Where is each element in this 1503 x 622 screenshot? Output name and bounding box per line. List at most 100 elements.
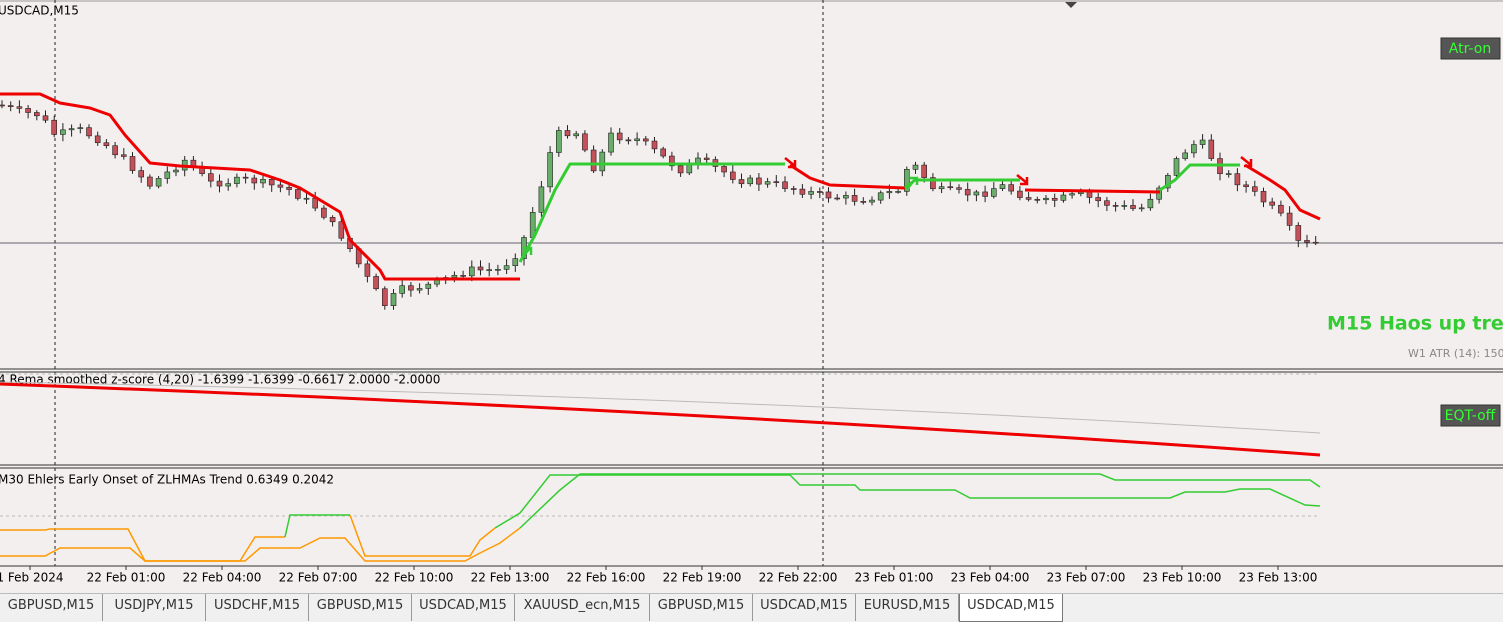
candle-body xyxy=(138,170,144,178)
symbol-label: USDCAD,M15 xyxy=(0,4,79,18)
atr-label: W1 ATR (14): 150 xyxy=(1408,347,1503,360)
trend-line-green xyxy=(284,514,350,538)
candle-body xyxy=(416,288,423,291)
down-trend xyxy=(0,92,520,281)
buy-arrow xyxy=(907,176,919,189)
zscore-line xyxy=(0,382,1321,457)
symbol-tab[interactable]: XAUUSD_ecn,M15 xyxy=(515,594,650,621)
time-label: 22 Feb 10:00 xyxy=(375,571,454,585)
candle-body xyxy=(1225,173,1232,175)
up-trend xyxy=(1159,163,1240,192)
candle-body xyxy=(468,266,475,277)
candle-body xyxy=(121,154,127,157)
candle-body xyxy=(225,183,231,187)
candle-body xyxy=(1130,205,1136,209)
time-label: 23 Feb 01:00 xyxy=(855,571,934,585)
time-label: 23 Feb 07:00 xyxy=(1047,571,1126,585)
candle-body xyxy=(0,104,5,107)
trend-line-green xyxy=(519,473,1321,529)
candle-body xyxy=(1156,187,1162,200)
eqt-button[interactable] xyxy=(1440,404,1501,427)
candle-body xyxy=(1104,200,1110,206)
time-label: 22 Feb 13:00 xyxy=(471,571,550,585)
candle-body xyxy=(651,140,658,150)
trend-label: M15 Haos up tre xyxy=(1327,313,1503,335)
candle-body xyxy=(1234,173,1241,186)
symbol-tab[interactable]: USDCAD,M15 xyxy=(412,594,515,621)
symbol-tab[interactable]: GBPUSD,M15 xyxy=(309,594,412,621)
candle-body xyxy=(903,169,910,192)
candle-body xyxy=(251,177,258,184)
candle-body xyxy=(1199,139,1206,145)
candle-body xyxy=(1086,191,1093,198)
trend-line-orange xyxy=(0,527,521,562)
candle-body xyxy=(451,275,458,278)
symbol-tab[interactable]: GBPUSD,M15 xyxy=(650,594,753,621)
candle-body xyxy=(677,165,684,174)
candle-body xyxy=(1051,197,1058,201)
candle-body xyxy=(634,138,640,142)
sell-arrow xyxy=(1240,156,1253,168)
atr-button-label[interactable]: Atr-on xyxy=(1449,41,1491,57)
candle-body xyxy=(616,132,623,141)
candle-body xyxy=(60,129,66,135)
candle-body xyxy=(1286,212,1293,226)
candle-body xyxy=(1025,197,1032,200)
candle-body xyxy=(869,199,875,203)
sell-arrow xyxy=(1016,174,1029,186)
candle-body xyxy=(164,171,171,179)
time-label: 23 Feb 04:00 xyxy=(951,571,1030,585)
candle-body xyxy=(1208,139,1215,159)
candle-body xyxy=(703,157,710,160)
candle-body xyxy=(999,184,1006,189)
candle-body xyxy=(721,166,727,173)
time-label: 23 Feb 13:00 xyxy=(1239,571,1318,585)
candle-body xyxy=(729,171,736,180)
candle-body xyxy=(790,188,797,190)
candle-body xyxy=(277,184,284,188)
down-trend xyxy=(789,163,906,190)
candle-body xyxy=(42,115,49,121)
candle-body xyxy=(660,148,667,157)
candle-body xyxy=(112,145,118,156)
candle-body xyxy=(756,177,762,185)
candle-body xyxy=(77,127,84,129)
shift-marker xyxy=(1065,2,1077,8)
candles xyxy=(0,100,1319,310)
time-label: 23 Feb 10:00 xyxy=(1143,571,1222,585)
candle-body xyxy=(1017,190,1023,198)
candle-body xyxy=(669,155,675,167)
candle-body xyxy=(338,221,345,239)
candle-body xyxy=(608,132,614,153)
candle-body xyxy=(234,176,240,184)
candle-body xyxy=(573,133,580,137)
time-label: 22 Feb 04:00 xyxy=(183,571,262,585)
sell-arrow xyxy=(784,157,797,169)
candle-body xyxy=(860,201,867,203)
candle-body xyxy=(1078,191,1084,195)
atr-button[interactable] xyxy=(1440,37,1501,60)
symbol-tab[interactable]: USDCAD,M15 xyxy=(753,594,856,621)
candle-body xyxy=(921,164,928,178)
candle-body xyxy=(642,138,649,142)
candle-body xyxy=(808,191,814,195)
candle-body xyxy=(303,197,310,200)
eqt-button-label[interactable]: EQT-off xyxy=(1445,408,1496,424)
candle-body xyxy=(1147,198,1154,209)
candle-body xyxy=(799,188,806,195)
symbol-tab[interactable]: USDCAD,M15 xyxy=(959,594,1063,622)
candle-body xyxy=(242,176,249,179)
symbol-tab[interactable]: GBPUSD,M15 xyxy=(0,594,103,621)
candle-body xyxy=(364,263,371,277)
candle-body xyxy=(947,186,954,189)
candle-body xyxy=(1243,184,1249,188)
symbol-tab[interactable]: USDCHF,M15 xyxy=(206,594,309,621)
candle-body xyxy=(1069,193,1075,196)
background xyxy=(0,0,1503,593)
symbol-tab[interactable]: EURUSD,M15 xyxy=(856,594,959,621)
candle-body xyxy=(1060,194,1067,201)
candle-body xyxy=(599,151,606,172)
symbol-tab[interactable]: USDJPY,M15 xyxy=(103,594,206,621)
candle-body xyxy=(216,180,223,187)
